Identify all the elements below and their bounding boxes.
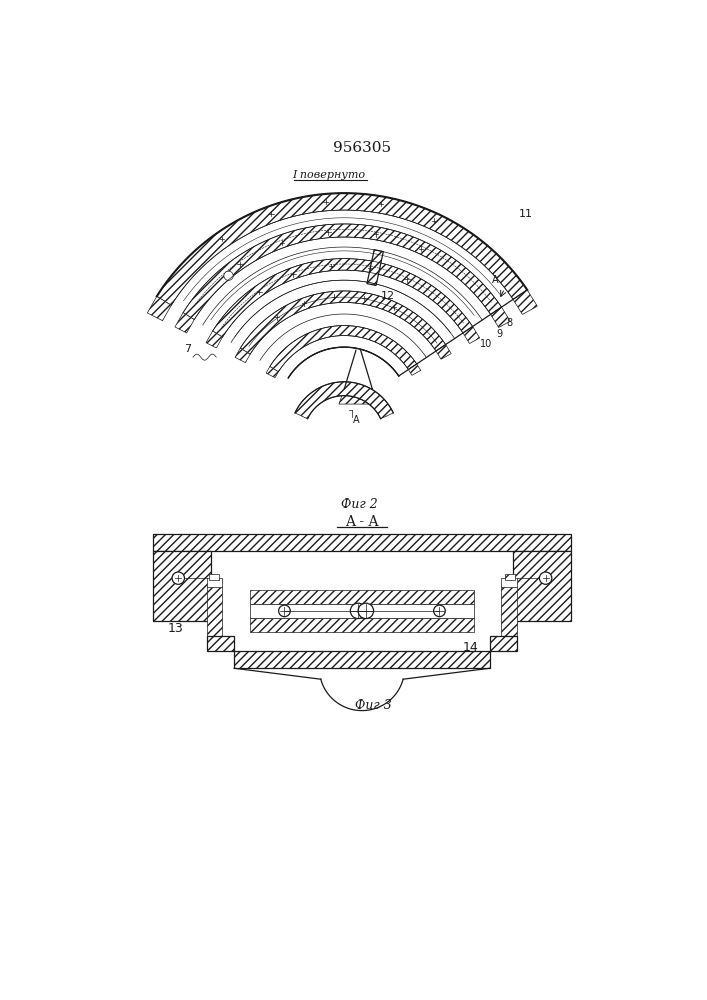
Text: 8: 8 (506, 318, 513, 328)
Polygon shape (175, 313, 194, 333)
Text: 9: 9 (496, 329, 502, 339)
Polygon shape (409, 364, 421, 375)
Polygon shape (491, 307, 510, 327)
Text: 12: 12 (381, 291, 395, 301)
Polygon shape (153, 551, 211, 620)
Polygon shape (213, 259, 472, 337)
Polygon shape (270, 326, 416, 372)
Text: Фиг 3: Фиг 3 (355, 699, 392, 712)
Bar (505, 574, 515, 580)
Polygon shape (266, 366, 279, 378)
Polygon shape (235, 348, 250, 363)
Text: 956305: 956305 (333, 141, 391, 155)
Text: 14: 14 (462, 641, 479, 654)
Text: 7: 7 (185, 344, 192, 354)
Circle shape (279, 605, 291, 617)
Polygon shape (183, 224, 501, 320)
Polygon shape (234, 651, 490, 668)
Polygon shape (295, 382, 393, 419)
Polygon shape (250, 590, 474, 604)
Polygon shape (436, 345, 451, 359)
Text: 11: 11 (518, 209, 532, 219)
Text: A - A: A - A (345, 515, 379, 529)
Bar (207, 578, 223, 587)
Polygon shape (367, 250, 383, 286)
Bar (209, 574, 219, 580)
Polygon shape (513, 290, 537, 314)
Bar (250, 604, 474, 618)
Circle shape (172, 572, 185, 584)
Text: A: A (492, 275, 498, 285)
Circle shape (358, 603, 373, 619)
Polygon shape (513, 551, 571, 620)
Polygon shape (250, 618, 474, 632)
Polygon shape (490, 636, 517, 651)
Polygon shape (153, 534, 571, 551)
Polygon shape (207, 586, 223, 636)
Text: A: A (353, 415, 360, 425)
Circle shape (539, 572, 552, 584)
Polygon shape (501, 586, 517, 636)
Circle shape (351, 603, 366, 619)
Polygon shape (147, 296, 171, 321)
Polygon shape (157, 193, 527, 305)
Text: Фиг 2: Фиг 2 (341, 498, 378, 512)
Polygon shape (339, 389, 378, 404)
Text: 10: 10 (480, 339, 492, 349)
Circle shape (224, 271, 233, 280)
Polygon shape (207, 636, 234, 651)
Polygon shape (206, 331, 223, 348)
Text: I повернуто: I повернуто (292, 170, 366, 180)
Circle shape (433, 605, 445, 617)
Text: 13: 13 (168, 622, 184, 635)
Polygon shape (463, 326, 479, 344)
Polygon shape (240, 291, 445, 354)
Bar (501, 578, 517, 587)
